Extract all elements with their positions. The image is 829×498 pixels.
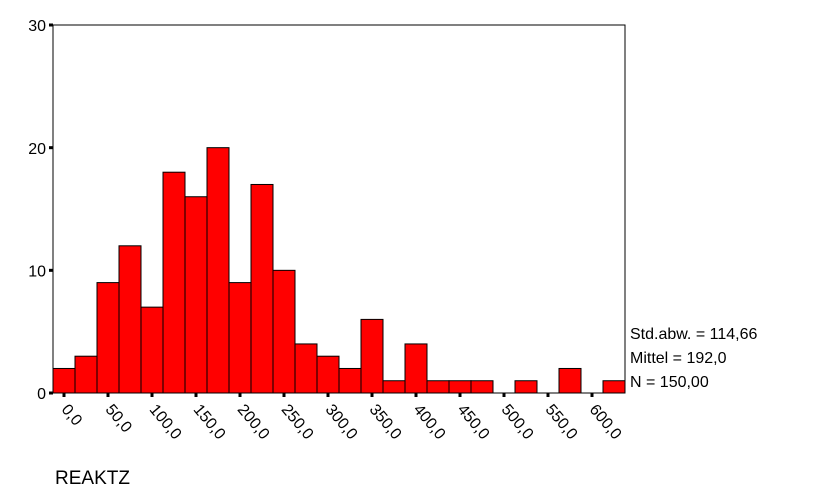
x-tick-label: 200,0	[234, 401, 273, 443]
y-tick-label: 30	[28, 18, 46, 35]
bar	[294, 343, 318, 394]
bar	[360, 318, 384, 394]
x-tick-label: 250,0	[278, 401, 317, 443]
bar	[74, 355, 98, 394]
x-tick-label: 0,0	[58, 401, 85, 429]
bar	[272, 269, 296, 394]
y-tick-label: 20	[28, 141, 46, 158]
bar	[470, 380, 494, 394]
x-tick-label: 300,0	[322, 401, 361, 443]
bar	[448, 380, 472, 394]
bar	[404, 343, 428, 394]
x-tick-label: 550,0	[542, 401, 581, 443]
bar	[206, 147, 230, 394]
bar	[96, 282, 120, 394]
bar	[338, 367, 362, 394]
bar	[140, 306, 164, 394]
x-axis-label: REAKTZ	[55, 468, 130, 489]
x-tick-label: 100,0	[146, 401, 185, 443]
stat-label: Mittel = 192,0	[630, 350, 727, 367]
bar	[250, 183, 274, 394]
y-tick-label: 10	[28, 264, 46, 281]
bar	[228, 282, 252, 394]
x-tick-label: 50,0	[102, 401, 135, 436]
x-tick-label: 400,0	[410, 401, 449, 443]
bar	[162, 171, 186, 394]
bar	[184, 196, 208, 394]
stat-label: N = 150,00	[630, 374, 709, 391]
bar	[382, 380, 406, 394]
y-tick-label: 0	[37, 386, 46, 403]
x-tick-label: 450,0	[454, 401, 493, 443]
bar	[118, 245, 142, 394]
x-tick-label: 350,0	[366, 401, 405, 443]
bar	[426, 380, 450, 394]
bar	[558, 367, 582, 394]
x-tick-label: 150,0	[190, 401, 229, 443]
stat-label: Std.abw. = 114,66	[630, 326, 757, 343]
bar	[514, 380, 538, 394]
bar	[602, 380, 626, 394]
bar	[316, 355, 340, 394]
x-tick-label: 500,0	[498, 401, 537, 443]
bar	[52, 367, 76, 394]
x-tick-label: 600,0	[586, 401, 625, 443]
